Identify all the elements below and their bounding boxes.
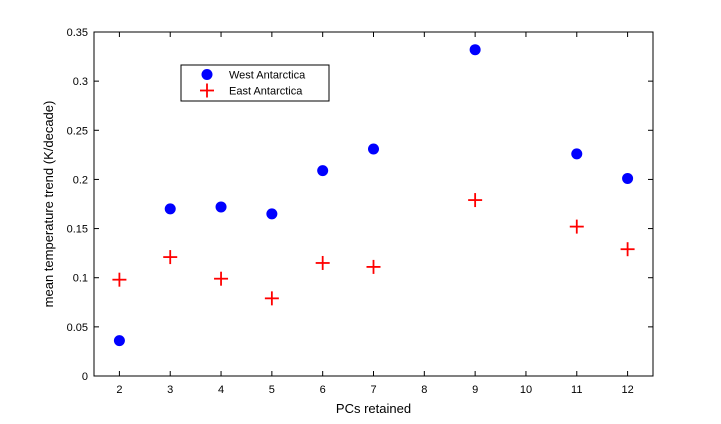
legend-marker-east: [200, 83, 214, 98]
y-tick-label: 0.35: [67, 27, 88, 39]
point-west-antarctica: [571, 148, 583, 160]
x-tick-label: 6: [320, 384, 326, 396]
point-east-antarctica: [366, 259, 381, 274]
point-west-antarctica: [622, 172, 634, 184]
data-points: [112, 44, 635, 347]
point-west-antarctica: [215, 201, 227, 213]
y-tick-label: 0: [82, 371, 88, 383]
y-tick-label: 0.3: [73, 76, 88, 88]
legend: West Antarctica East Antarctica: [180, 64, 330, 102]
point-east-antarctica: [315, 255, 330, 270]
y-tick-label: 0.1: [73, 273, 88, 285]
y-tick-label: 0.25: [67, 125, 88, 137]
point-west-antarctica: [164, 203, 176, 215]
x-tick-label: 10: [520, 384, 532, 396]
point-west-antarctica: [317, 165, 329, 177]
point-east-antarctica: [468, 193, 483, 208]
y-tick-label: 0.15: [67, 224, 88, 236]
x-tick-label: 9: [472, 384, 478, 396]
x-tick-label: 3: [167, 384, 173, 396]
point-east-antarctica: [214, 271, 229, 286]
point-west-antarctica: [368, 143, 379, 155]
y-axis-label: mean temperature trend (K/decade): [41, 101, 56, 308]
x-tick-label: 2: [116, 384, 122, 396]
y-tick-label: 0.05: [67, 322, 88, 334]
axis-ticks: 2 3 4 5 6 7 8 9 10 11 12 0 0.05 0.1 0.15 0.2 0.25 0.3 0.35: [67, 27, 653, 396]
point-east-antarctica: [569, 219, 584, 234]
plot-area: [93, 31, 654, 377]
legend-marker-west: [201, 69, 213, 80]
y-tick-label: 0.2: [73, 174, 88, 186]
x-axis-label: PCs retained: [336, 401, 411, 416]
x-tick-label: 7: [370, 384, 376, 396]
legend-label-west: West Antarctica: [229, 70, 306, 82]
x-tick-label: 11: [571, 384, 582, 396]
point-west-antarctica: [266, 208, 278, 220]
point-east-antarctica: [163, 250, 178, 265]
point-east-antarctica: [620, 242, 635, 257]
x-tick-label: 12: [621, 384, 633, 396]
legend-label-east: East Antarctica: [229, 86, 303, 98]
legend-box: [180, 64, 330, 102]
point-east-antarctica: [112, 272, 127, 287]
point-east-antarctica: [264, 291, 279, 306]
x-tick-label: 8: [421, 384, 427, 396]
x-tick-label: 4: [218, 384, 224, 396]
point-west-antarctica: [113, 335, 125, 347]
point-west-antarctica: [469, 44, 481, 56]
x-tick-label: 5: [269, 384, 275, 396]
